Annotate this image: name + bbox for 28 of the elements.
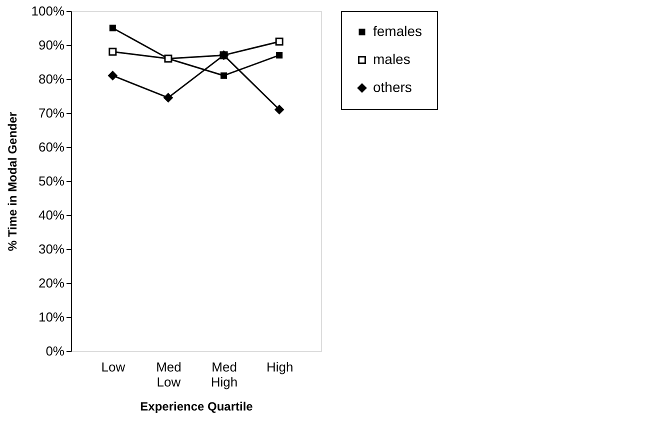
y-tick-label: 30% bbox=[38, 242, 65, 256]
point bbox=[164, 93, 173, 102]
y-tick-label: 90% bbox=[38, 38, 65, 52]
point bbox=[274, 104, 284, 114]
x-tick-label: Low bbox=[101, 360, 126, 374]
y-tick-label: 100% bbox=[31, 4, 65, 18]
legend-label: others bbox=[373, 79, 412, 95]
x-tick-label: High bbox=[266, 360, 294, 374]
y-tick-label: 70% bbox=[38, 106, 65, 120]
y-tick-label: 20% bbox=[38, 276, 65, 290]
y-tick-label: 40% bbox=[38, 208, 65, 222]
point bbox=[276, 52, 283, 58]
x-axis-title: Experience Quartile bbox=[140, 400, 254, 414]
x-tick-label: Med High bbox=[210, 360, 238, 390]
y-tick-label: 80% bbox=[38, 72, 65, 86]
y-tick-label: 10% bbox=[38, 310, 65, 324]
y-tick-label: 60% bbox=[38, 140, 65, 154]
point bbox=[109, 24, 116, 32]
legend-label: males bbox=[373, 51, 410, 67]
point bbox=[108, 70, 118, 80]
legend-label: females bbox=[373, 23, 422, 39]
y-tick-label: 50% bbox=[38, 174, 65, 188]
point bbox=[108, 48, 117, 56]
x-tick-label: Med Low bbox=[156, 360, 182, 390]
y-tick-label: 0% bbox=[46, 344, 65, 358]
y-axis-title: % Time in Modal Gender bbox=[5, 112, 20, 252]
point bbox=[275, 38, 284, 46]
point bbox=[220, 72, 228, 79]
